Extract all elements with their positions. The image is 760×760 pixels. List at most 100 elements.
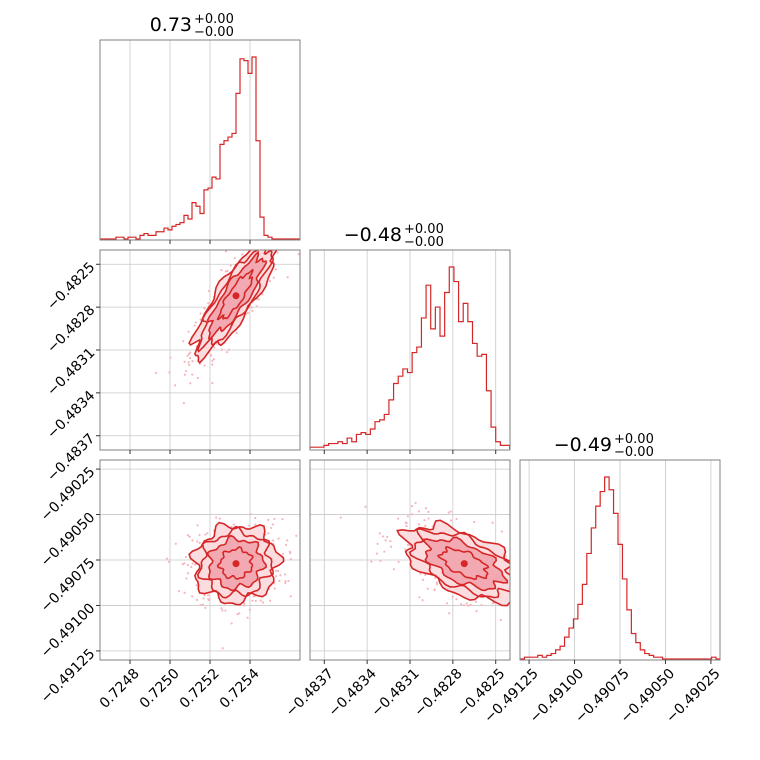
sample-point (455, 598, 458, 601)
sample-point (189, 382, 192, 385)
sample-point (448, 612, 451, 615)
sample-point (243, 604, 246, 607)
sample-point (272, 247, 274, 249)
title-lower-error: −0.00 (194, 25, 234, 40)
sample-point (451, 595, 454, 598)
sample-point (274, 268, 277, 271)
sample-point (469, 603, 472, 606)
sample-point (193, 324, 196, 327)
sample-point (295, 534, 298, 537)
sample-point (475, 610, 478, 613)
sample-point (404, 521, 407, 524)
sample-point (289, 558, 292, 561)
sample-point (182, 340, 185, 343)
sample-point (417, 510, 421, 513)
title-lower-error: −0.00 (404, 235, 444, 250)
sample-point (220, 268, 223, 272)
sample-point (261, 601, 265, 604)
sample-point (261, 293, 264, 296)
peak-marker (232, 292, 240, 300)
sample-point (188, 535, 191, 538)
sample-point (272, 276, 275, 279)
sample-point (167, 560, 171, 563)
grid-lines (323, 250, 497, 450)
sample-point (191, 360, 194, 363)
sample-point (267, 532, 270, 535)
sample-point (419, 572, 422, 575)
sample-point (275, 575, 278, 578)
histogram-step-line (520, 476, 721, 660)
sample-point (196, 376, 199, 380)
sample-point (383, 550, 386, 553)
sample-point (434, 576, 437, 580)
sample-point (389, 540, 392, 543)
histogram-panel-2: −0.48 +0.00−0.00 (309, 222, 511, 454)
sample-point (233, 257, 236, 260)
sample-point (267, 518, 270, 522)
histogram-step-line (100, 56, 300, 240)
sample-point (284, 582, 287, 585)
sample-point (511, 560, 513, 562)
sample-point (515, 588, 517, 590)
sample-point (379, 559, 382, 563)
sample-point (273, 587, 276, 590)
sample-point (186, 572, 190, 575)
sample-point (491, 521, 494, 524)
sample-point (191, 373, 194, 376)
sample-point (462, 604, 466, 607)
sample-point (281, 518, 284, 521)
contour-line-1-5sigma (196, 525, 274, 599)
histogram-step-line (309, 266, 511, 449)
sample-point (392, 568, 396, 571)
sample-point (184, 555, 188, 559)
sample-point (220, 348, 224, 351)
sample-point (246, 312, 250, 315)
sample-point (207, 302, 210, 305)
sample-point (279, 574, 282, 577)
sample-point (191, 595, 194, 598)
contour-line-2sigma (188, 521, 285, 606)
sample-point (251, 309, 254, 312)
sample-point (339, 516, 342, 519)
sample-point (242, 243, 244, 245)
sample-point (386, 535, 389, 539)
panel-title-3: −0.49 +0.00−0.00 (554, 432, 654, 460)
sample-point (250, 306, 253, 309)
sample-point (289, 551, 292, 555)
sample-point (449, 519, 453, 522)
sample-point (426, 587, 429, 590)
x-tick-label: 0.7250 (137, 666, 183, 712)
sample-point (249, 513, 252, 516)
sample-point (211, 359, 214, 363)
sample-point (269, 599, 272, 602)
sample-point (271, 539, 275, 542)
sample-point (424, 507, 428, 510)
sample-point (168, 371, 171, 374)
sample-point (378, 532, 381, 535)
sample-point (191, 539, 194, 542)
sample-point (169, 356, 172, 359)
grid-lines (528, 460, 712, 660)
x-tick-labels-param-2: −0.4837−0.4834−0.4831−0.4828−0.4825 (283, 666, 509, 720)
sample-point (414, 501, 417, 505)
sample-point (241, 253, 244, 256)
sample-point (275, 569, 278, 572)
sample-point (418, 596, 421, 599)
sample-point (203, 307, 206, 310)
sample-point (198, 533, 201, 537)
sample-point (480, 604, 483, 607)
title-value: 0.73 (150, 14, 192, 36)
sample-point (284, 245, 286, 247)
sample-point (221, 647, 224, 650)
title-value: −0.48 (344, 224, 402, 246)
sample-point (211, 363, 214, 366)
sample-point (236, 613, 239, 616)
histogram-panel-3: −0.49 +0.00−0.00 (519, 432, 721, 664)
sample-point (273, 243, 275, 245)
title-upper-error: +0.00 (614, 432, 654, 447)
sample-point (286, 539, 289, 542)
sample-point (232, 523, 235, 526)
sample-point (459, 602, 463, 606)
sample-point (449, 510, 452, 513)
